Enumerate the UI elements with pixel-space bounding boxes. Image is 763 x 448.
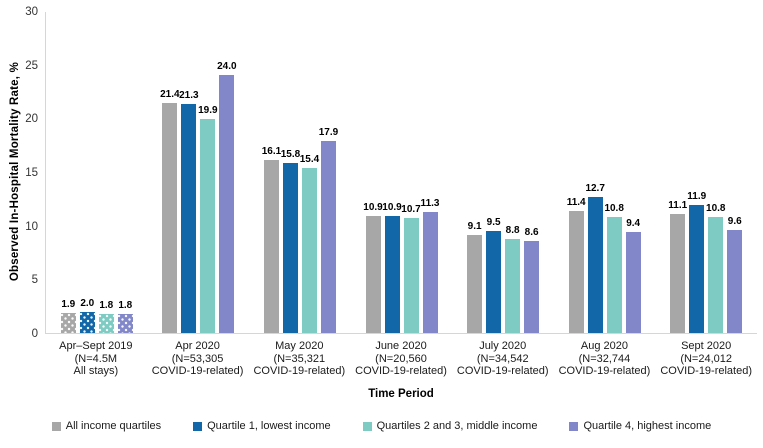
bar-value-label: 1.8	[118, 299, 133, 311]
bar: 9.1	[467, 221, 483, 333]
bar: 10.8	[706, 203, 725, 333]
x-axis-title: Time Period	[368, 388, 434, 400]
category-label: Aug 2020 (N=32,744 COVID-19-related)	[558, 340, 651, 377]
legend-swatch-icon	[193, 421, 203, 431]
bar-value-label: 8.8	[505, 224, 520, 236]
bar-value-label: 11.9	[687, 191, 707, 203]
bar: 9.6	[727, 216, 743, 333]
y-tick-label: 30	[25, 6, 38, 18]
bar: 24.0	[217, 61, 237, 333]
category-label: July 2020 (N=34,542 COVID-19-related)	[456, 340, 549, 377]
bar-group: 21.4 21.3 19.9 24.0	[148, 12, 250, 333]
bar: 21.4	[160, 89, 180, 333]
bar-value-label: 1.9	[61, 298, 76, 310]
bar: 9.5	[486, 217, 502, 333]
bar-group: 11.1 11.9 10.8 9.6	[655, 12, 757, 333]
bar: 10.9	[363, 202, 383, 333]
legend-item: Quartile 1, lowest income	[193, 420, 331, 432]
bar: 11.1	[668, 200, 687, 333]
bar-value-label: 9.6	[727, 215, 742, 227]
bar-value-label: 12.7	[585, 182, 605, 194]
legend-label: All income quartiles	[65, 420, 162, 432]
bar: 1.8	[98, 300, 114, 333]
bar: 11.4	[567, 197, 586, 333]
bar-value-label: 19.9	[198, 105, 218, 117]
bar-value-label: 9.5	[486, 217, 501, 229]
bar: 11.9	[687, 191, 706, 333]
bar-value-label: 8.6	[524, 226, 539, 238]
legend-item: Quartile 4, highest income	[569, 420, 711, 432]
bar-value-label: 15.4	[299, 153, 320, 165]
bar-value-label: 10.8	[706, 203, 726, 215]
legend-swatch-icon	[362, 421, 372, 431]
bar-value-label: 2.0	[80, 297, 95, 309]
y-tick-label: 10	[25, 220, 38, 233]
bar-group: 9.1 9.5 8.8 8.6	[452, 12, 554, 333]
bar-value-label: 17.9	[318, 126, 339, 138]
bar-group: 1.9 2.0 1.8 1.8	[46, 12, 148, 333]
bar-value-label: 11.4	[566, 196, 586, 208]
legend-swatch-icon	[569, 421, 579, 431]
bar-value-label: 10.9	[382, 202, 402, 214]
bar-value-label: 15.8	[280, 149, 301, 161]
bar: 10.7	[401, 204, 421, 333]
bar-group: 10.9 10.9 10.7 11.3	[351, 12, 453, 333]
legend-label: Quartile 1, lowest income	[207, 420, 331, 432]
legend-swatch-icon	[51, 421, 61, 431]
bar: 9.4	[625, 218, 641, 333]
bar: 11.3	[421, 198, 439, 333]
bar-value-label: 10.7	[401, 204, 421, 216]
bar-group: 11.4 12.7 10.8 9.4	[554, 12, 656, 333]
bar: 2.0	[79, 298, 95, 333]
bar: 1.8	[117, 300, 133, 333]
bar-value-label: 10.9	[363, 202, 383, 214]
y-tick-label: 5	[31, 274, 38, 287]
bar-value-label: 9.4	[626, 218, 641, 230]
y-tick-label: 25	[25, 59, 38, 72]
bar: 12.7	[585, 183, 605, 333]
bar-value-label: 16.1	[261, 146, 282, 158]
legend-label: Quartile 4, highest income	[583, 420, 712, 432]
bar: 17.9	[319, 127, 338, 333]
bar: 15.4	[300, 154, 319, 333]
category-label: Apr–Sept 2019 (N=4.5M All stays)	[59, 340, 133, 377]
bar-value-label: 24.0	[217, 61, 237, 73]
x-axis-labels: Apr–Sept 2019 (N=4.5M All stays) Apr 2020 (N…	[45, 340, 757, 378]
bar: 10.9	[382, 202, 402, 333]
bar-value-label: 1.8	[99, 299, 114, 311]
bar: 16.1	[262, 146, 281, 333]
category-label: Sept 2020 (N=24,012 COVID-19-related)	[660, 340, 753, 377]
bar: 21.3	[179, 90, 199, 333]
bar: 8.8	[505, 225, 521, 333]
bar-value-label: 11.3	[420, 197, 440, 209]
bar-value-label: 11.1	[668, 199, 688, 211]
legend-item: All income quartiles	[51, 420, 162, 432]
bar-value-label: 21.4	[160, 89, 180, 101]
bar-group: 16.1 15.8 15.4 17.9	[249, 12, 351, 333]
bar: 1.9	[60, 299, 76, 333]
bar: 15.8	[281, 149, 300, 333]
y-tick-label: 20	[25, 113, 38, 126]
bar: 8.6	[524, 227, 540, 333]
bar: 10.8	[604, 203, 624, 333]
y-axis-ticks: 0 5 10 15 20 25 30	[0, 6, 38, 340]
y-tick-label: 0	[31, 328, 38, 340]
category-label: May 2020 (N=35,321 COVID-19-related)	[253, 340, 346, 377]
category-label: June 2020 (N=20,560 COVID-19-related)	[355, 340, 447, 377]
y-tick-label: 15	[25, 167, 38, 179]
legend-item: Quartiles 2 and 3, middle income	[362, 420, 538, 432]
bar: 19.9	[198, 105, 218, 333]
bar-value-label: 9.1	[467, 221, 482, 233]
plot-area: 1.9 2.0 1.8 1.8 21.4 21.3 19.9 24.0 16.1 15.8 15.4…	[45, 12, 757, 334]
bar-value-label: 21.3	[179, 90, 199, 102]
bar-value-label: 10.8	[604, 203, 624, 215]
chart-legend: All income quartiles Quartile 1, lowest i…	[0, 420, 763, 432]
category-label: Apr 2020 (N=53,305 COVID-19-related)	[151, 340, 244, 377]
legend-label: Quartiles 2 and 3, middle income	[376, 420, 538, 432]
